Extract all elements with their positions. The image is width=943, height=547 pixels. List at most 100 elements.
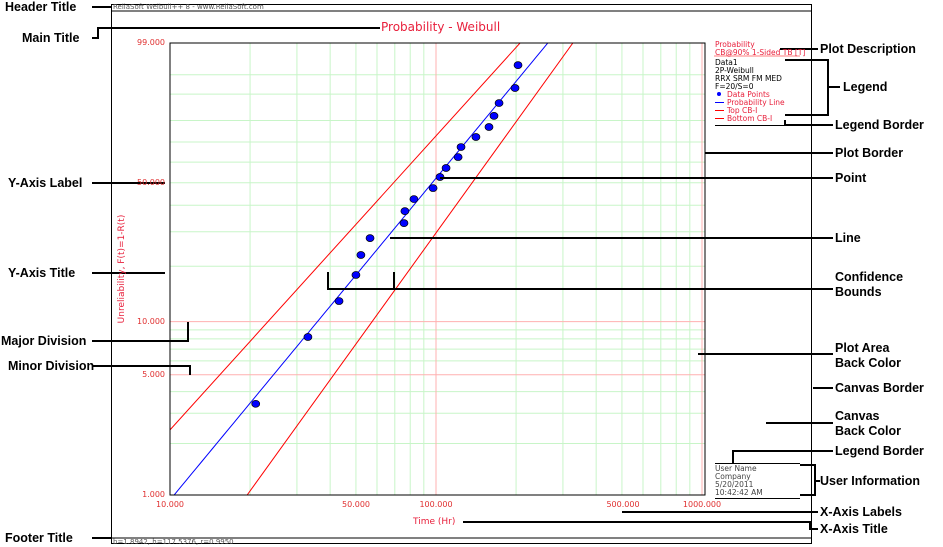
plot-area xyxy=(170,43,705,495)
data-point xyxy=(489,112,499,120)
annotation-x-axis-labels: X-Axis Labels xyxy=(820,505,902,519)
user-name: User Name xyxy=(715,464,757,473)
data-point xyxy=(484,123,494,131)
y-label: 50.000 xyxy=(137,178,165,187)
legend-label: Top CB-I xyxy=(727,106,758,115)
legend-item-probability-line: Probability Line xyxy=(715,99,800,107)
plot-description: Probability CB@90% 1-Sided TB [T] xyxy=(715,41,805,57)
annotation-text: Back Color xyxy=(835,424,901,438)
legend-item-data-points: Data Points xyxy=(715,91,800,99)
data-point xyxy=(303,333,313,341)
y-label: 1.000 xyxy=(142,490,165,499)
legend-label: Data Points xyxy=(727,90,770,99)
x-axis-title: Time (Hr) xyxy=(413,517,456,527)
data-point xyxy=(494,99,504,107)
x-label: 1000.000 xyxy=(682,500,722,509)
annotation-text: Plot Area xyxy=(835,341,890,355)
line-icon xyxy=(715,110,724,111)
annotation-minor-division: Minor Division xyxy=(8,359,95,373)
annotation-text: Bounds xyxy=(835,285,882,299)
annotation-text: Confidence xyxy=(835,270,904,284)
annotation-leader-line xyxy=(92,365,191,375)
data-point xyxy=(356,251,366,259)
legend-item-bottom-cb: Bottom CB-I xyxy=(715,115,800,123)
x-label: 50.000 xyxy=(342,500,370,509)
legend: Data1 2P-Weibull RRX SRM FM MED F=20/S=0… xyxy=(715,59,800,126)
annotation-legend-border-2: Legend Border xyxy=(835,444,924,458)
header-title: ReliaSoft Weibull++ 8 - www.ReliaSoft.co… xyxy=(113,3,264,11)
annotation-text: Back Color xyxy=(835,356,901,370)
plot-description-line: CB@90% 1-Sided TB [T] xyxy=(715,48,806,57)
data-point xyxy=(251,399,261,408)
x-label: 100.000 xyxy=(419,500,453,509)
annotation-point: Point xyxy=(835,171,867,185)
annotation-legend: Legend xyxy=(843,80,888,94)
annotation-leader-line xyxy=(92,322,189,342)
data-point xyxy=(441,164,451,172)
data-point xyxy=(399,219,409,228)
x-label: 500.000 xyxy=(606,500,640,509)
legend-info: RRX SRM FM MED xyxy=(715,74,782,83)
annotation-user-information: User Information xyxy=(820,474,921,488)
annotation-legend-border: Legend Border xyxy=(835,118,924,132)
data-point xyxy=(409,195,419,203)
main-title: Probability - Weibull xyxy=(381,20,501,34)
legend-label: Probability Line xyxy=(727,98,785,107)
point-icon xyxy=(717,92,721,96)
legend-info: F=20/S=0 xyxy=(715,82,754,91)
annotation-y-axis-label: Y-Axis Label xyxy=(8,176,83,190)
user-information: User Name Company 5/20/2011 10:42:42 AM xyxy=(715,463,800,499)
annotation-plot-border: Plot Border xyxy=(835,146,904,160)
footer-title: b=1.8942, h=117.5376, r=0.9950 xyxy=(113,538,234,546)
data-point xyxy=(456,143,466,151)
annotation-y-axis-title: Y-Axis Title xyxy=(8,266,76,280)
data-point xyxy=(453,153,463,161)
data-point xyxy=(513,61,523,69)
annotation-confidence-bounds: Confidence Bounds xyxy=(835,270,903,300)
data-point xyxy=(365,234,375,242)
annotation-canvas-border: Canvas Border xyxy=(835,381,924,395)
plot-description-line: Probability xyxy=(715,40,755,49)
annotation-x-axis-title: X-Axis Title xyxy=(820,522,888,536)
line-icon xyxy=(715,102,724,103)
y-label: 5.000 xyxy=(142,370,165,379)
time: 10:42:42 AM xyxy=(715,488,763,497)
data-point xyxy=(400,207,410,215)
annotation-main-title: Main Title xyxy=(22,31,80,45)
annotation-plot-area-back-color: Plot Area Back Color xyxy=(835,341,901,371)
data-point xyxy=(334,297,344,305)
legend-info: 2P-Weibull xyxy=(715,66,754,75)
y-label: 10.000 xyxy=(137,317,165,326)
legend-label: Bottom CB-I xyxy=(727,114,773,123)
y-axis-title: Unreliability, F(t)=1-R(t) xyxy=(117,214,127,324)
company: Company xyxy=(715,472,751,481)
annotation-plot-description: Plot Description xyxy=(820,42,916,56)
annotation-leader-line xyxy=(92,27,380,39)
data-point xyxy=(351,271,361,279)
date: 5/20/2011 xyxy=(715,480,754,489)
annotation-major-division: Major Division xyxy=(1,334,87,348)
x-label: 10.000 xyxy=(156,500,184,509)
annotation-line: Line xyxy=(835,231,861,245)
annotation-leader-line xyxy=(463,521,818,530)
annotation-leader-line xyxy=(327,272,395,290)
annotation-text: Canvas xyxy=(835,409,880,423)
data-point xyxy=(471,133,481,141)
plot-border xyxy=(169,42,706,496)
legend-info: Data1 xyxy=(715,58,738,67)
annotation-leader-line xyxy=(732,450,833,463)
legend-item-top-cb: Top CB-I xyxy=(715,107,800,115)
annotation-footer-title: Footer Title xyxy=(5,531,73,545)
bottom-cb-line xyxy=(246,43,574,495)
annotation-canvas-back-color: Canvas Back Color xyxy=(835,409,901,439)
line-icon xyxy=(715,118,724,119)
annotation-header-title: Header Title xyxy=(5,0,77,14)
data-point xyxy=(510,84,520,92)
annotation-leader-line xyxy=(800,464,816,496)
top-cb-line xyxy=(170,43,521,431)
y-label: 99.000 xyxy=(137,38,165,47)
data-point xyxy=(428,184,438,192)
probability-line xyxy=(173,43,549,495)
